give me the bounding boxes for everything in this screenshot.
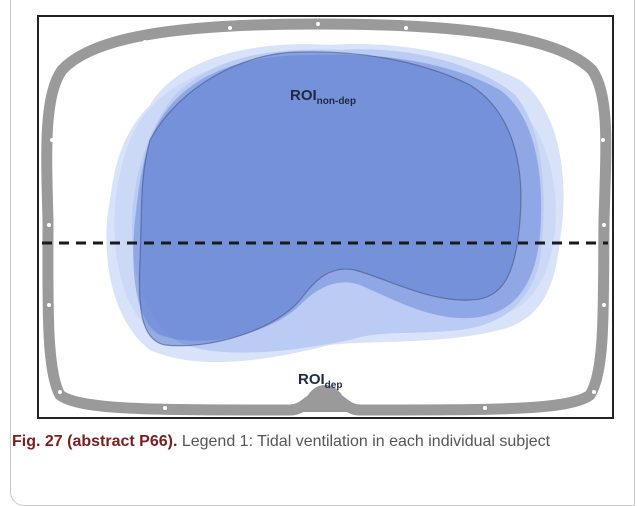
caption-lead: Fig. 27 (abstract P66). (12, 433, 178, 450)
figure-caption: Fig. 27 (abstract P66). Legend 1: Tidal … (12, 430, 572, 453)
ventilation-subject-5 (138, 51, 522, 347)
roi-non-dep-label: ROInon-dep (290, 87, 356, 107)
roi-dep-label: ROIdep (298, 371, 342, 391)
eit-diagram: ROInon-dep ROIdep (37, 15, 614, 419)
electrode-dots (47, 22, 606, 410)
spine-bump (300, 385, 350, 412)
ventilation-overlays (106, 44, 564, 363)
caption-text: Legend 1: Tidal ventilation in each indi… (177, 433, 551, 450)
